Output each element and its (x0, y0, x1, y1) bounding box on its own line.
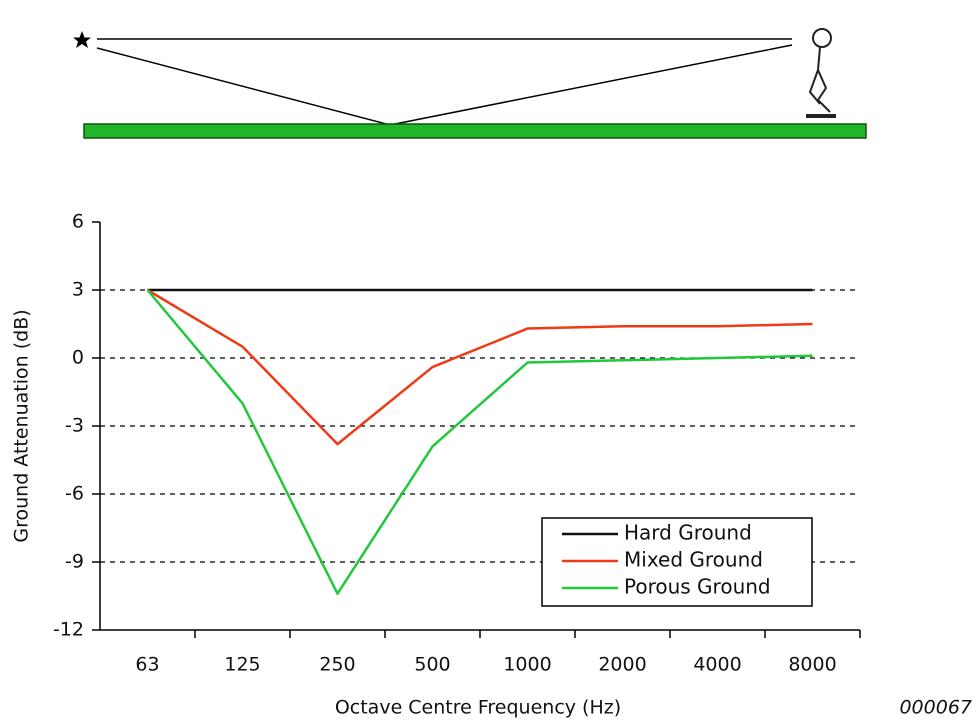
figure: Ground Attenuation (dB) Octave Centre Fr… (0, 0, 977, 722)
y-tick-label: -12 (53, 619, 84, 641)
y-tick-label: 6 (72, 211, 84, 233)
plot: -12 -9 -6 -3 0 3 6 63 125 250 500 1000 2000 4000 8000 H… (53, 211, 860, 676)
legend-label: Hard Ground (624, 521, 752, 545)
x-tick-label: 63 (135, 654, 159, 676)
y-tick-label: 0 (72, 347, 84, 369)
y-axis-label: Ground Attenuation (dB) (11, 309, 33, 542)
x-tick-label: 2000 (598, 654, 646, 676)
x-tick-label: 125 (224, 654, 260, 676)
y-tick-label: -6 (65, 483, 84, 505)
listener (806, 29, 836, 116)
x-tick-label: 500 (414, 654, 450, 676)
y-tick-label: -9 (65, 551, 84, 573)
legend-label: Porous Ground (624, 575, 771, 599)
ground (84, 124, 866, 138)
y-tick-label: -3 (65, 415, 84, 437)
x-tick-label: 1000 (503, 654, 551, 676)
x-axis-label: Octave Centre Frequency (Hz) (335, 697, 621, 719)
series-line (148, 290, 813, 444)
reflected-path (390, 45, 792, 125)
propagation-diagram (73, 29, 866, 138)
x-tick-label: 250 (319, 654, 355, 676)
legend-label: Mixed Ground (624, 548, 763, 572)
source-star (73, 31, 91, 48)
y-tick-label: 3 (72, 279, 84, 301)
reflected-path (97, 48, 390, 125)
x-tick-label: 4000 (693, 654, 741, 676)
x-tick-label: 8000 (788, 654, 836, 676)
figure-id: 000067 (899, 697, 972, 719)
